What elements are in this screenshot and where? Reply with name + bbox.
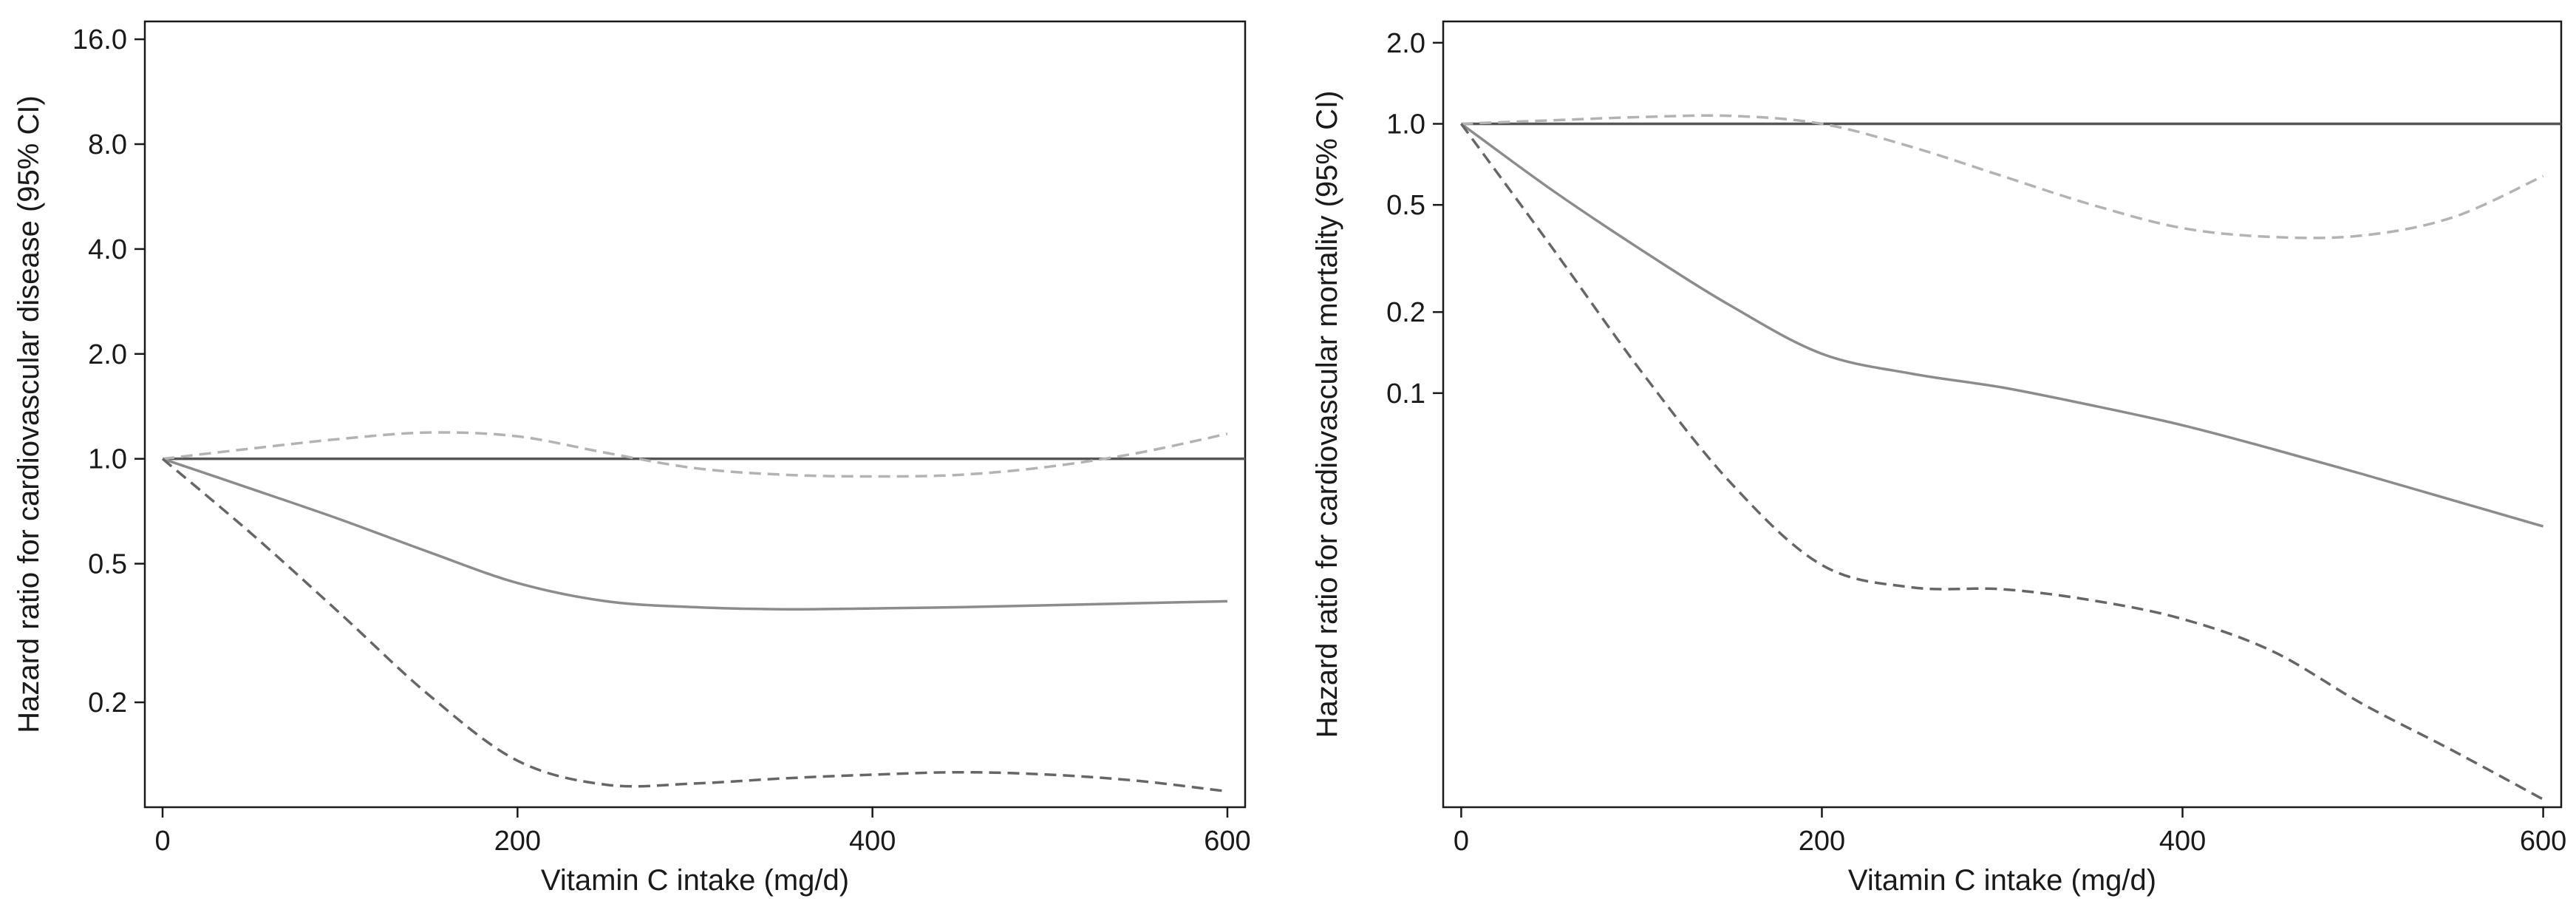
series-estimate-line: [1460, 123, 2544, 528]
y-tick-label: 2.0: [88, 339, 127, 370]
series-lower-ci-line: [1459, 123, 2544, 801]
x-tick-label: 0: [1454, 826, 1469, 857]
x-tick-label: 600: [1204, 826, 1250, 857]
plot-frame: [1442, 20, 2563, 809]
y-axis-label: Hazard ratio for cardiovascular mortalit…: [1311, 91, 1343, 738]
series-group: [161, 431, 1228, 793]
series-group: [1459, 114, 2544, 801]
y-tick-label: 1.0: [88, 444, 127, 475]
y-axis: 0.1 0.2 0.5 1.0 2.0: [1386, 28, 1443, 410]
y-tick-label: 8.0: [88, 129, 127, 160]
y-tick-label: 0.1: [1386, 378, 1425, 410]
series-lower-ci-line: [161, 458, 1228, 793]
panel-cardiovascular-disease: 0.2 0.5 1.0 2.0 4.0 8.0 16.0 0 200 400 600 Vitami…: [13, 20, 1251, 897]
panel-cardiovascular-mortality: 0.1 0.2 0.5 1.0 2.0 0 200 400 600 Vitamin C int…: [1311, 20, 2566, 897]
x-tick-label: 200: [1799, 826, 1845, 857]
series-estimate-line: [162, 458, 1228, 611]
y-tick-label: 0.2: [88, 687, 127, 719]
x-axis-label: Vitamin C intake (mg/d): [541, 864, 849, 897]
y-tick-label: 0.5: [1386, 190, 1425, 221]
x-axis: 0 200 400 600: [154, 807, 1251, 857]
plot-frame: [143, 20, 1247, 809]
x-axis: 0 200 400 600: [1454, 807, 2566, 857]
y-tick-label: 0.2: [1386, 297, 1425, 328]
x-tick-label: 0: [154, 826, 170, 857]
y-tick-label: 2.0: [1386, 28, 1425, 59]
x-tick-label: 200: [494, 826, 541, 857]
x-tick-label: 400: [849, 826, 896, 857]
y-tick-label: 1.0: [1386, 109, 1425, 140]
y-axis-label: Hazard ratio for cardiovascular disease …: [13, 95, 45, 733]
x-axis-label: Vitamin C intake (mg/d): [1848, 864, 2156, 897]
x-tick-label: 400: [2159, 826, 2206, 857]
y-tick-label: 0.5: [88, 549, 127, 580]
y-tick-label: 4.0: [88, 234, 127, 265]
series-upper-ci-line: [162, 431, 1228, 478]
x-tick-label: 600: [2520, 826, 2566, 857]
y-axis: 0.2 0.5 1.0 2.0 4.0 8.0 16.0: [72, 24, 145, 719]
y-tick-label: 16.0: [72, 24, 127, 55]
series-upper-ci-line: [1461, 114, 2544, 240]
